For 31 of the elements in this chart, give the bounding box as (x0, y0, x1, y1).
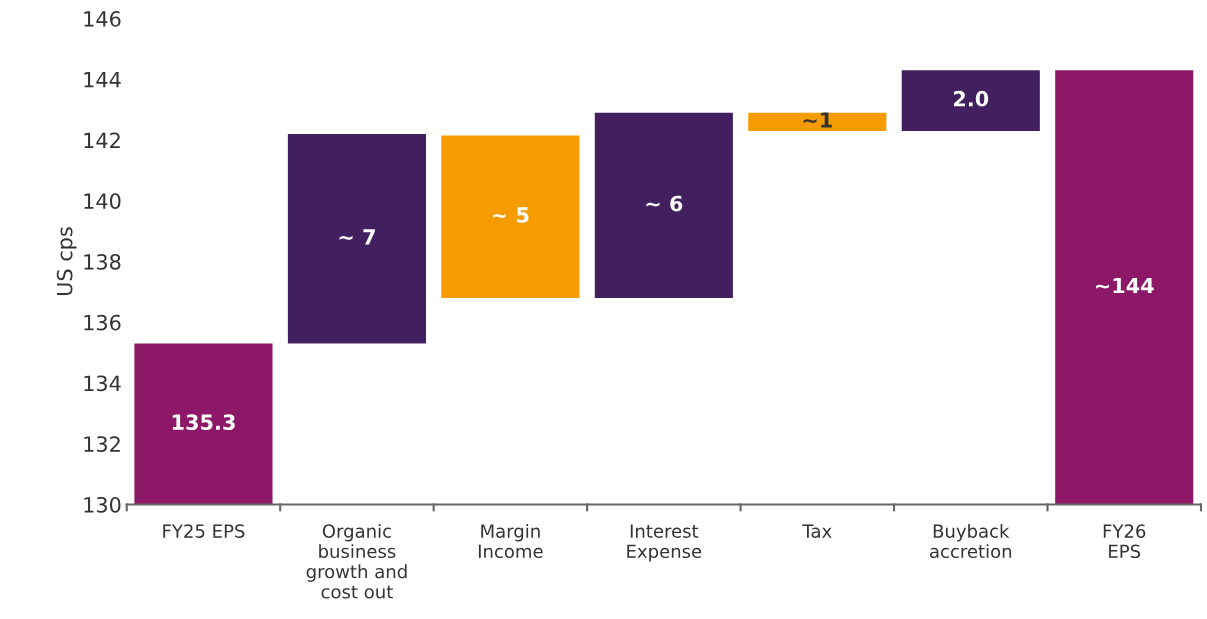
bar (1055, 70, 1194, 505)
y-axis-title: US cps (56, 227, 77, 296)
data-label: ∼144 (1095, 277, 1154, 294)
data-label: ∼ 6 (646, 195, 683, 212)
bar (594, 112, 733, 298)
x-tick-label: Margin Income (478, 523, 543, 559)
x-tick-label: Tax (802, 524, 832, 538)
y-tick-label: 138 (84, 253, 121, 270)
y-tick-label: 134 (84, 375, 121, 392)
data-label: ∼ 7 (339, 229, 375, 245)
data-label: ∼1 (803, 112, 832, 128)
x-tick-label: Interest Expense (627, 524, 702, 562)
data-label: ∼ 5 (492, 207, 529, 223)
y-tick-label: 130 (84, 496, 121, 513)
data-label: 2.0 (953, 90, 989, 107)
x-tick-label: FY25 EPS (163, 524, 245, 538)
bar (287, 133, 426, 344)
y-tick-label: 144 (84, 72, 121, 88)
x-tick-label: FY26 EPS (1103, 524, 1146, 559)
x-tick-label: Organic business growth and cost out (306, 523, 407, 599)
y-tick-label: 136 (84, 314, 121, 331)
bar (134, 343, 273, 505)
bar (748, 112, 887, 131)
y-tick-label: 132 (84, 436, 120, 452)
y-tick-label: 140 (84, 193, 121, 209)
y-tick-label: 146 (84, 11, 121, 27)
data-label: 135.3 (172, 414, 235, 431)
bar (441, 135, 580, 298)
bar (901, 70, 1040, 131)
x-tick-label: Buyback accretion (930, 523, 1012, 559)
y-tick-label: 142 (84, 132, 120, 148)
